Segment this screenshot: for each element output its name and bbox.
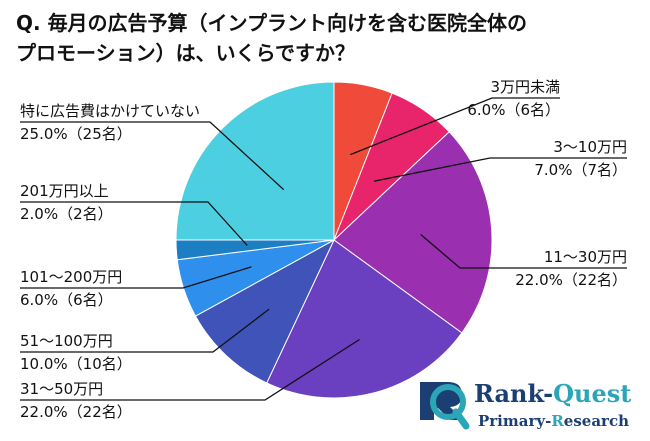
leader-line xyxy=(20,201,248,246)
slice-value-label: 22.0%（22名） xyxy=(20,403,132,421)
slice-label: 51〜100万円 xyxy=(20,332,113,350)
leader-line xyxy=(350,97,560,156)
pie-slice xyxy=(333,131,493,334)
slice-value-label: 6.0%（6名） xyxy=(20,291,113,309)
slice-label: 201万円以上 xyxy=(20,182,109,200)
slice-label: 特に広告費はかけていない xyxy=(20,102,200,120)
logo-name: Rank-Quest xyxy=(474,379,631,408)
logo-tagline: Primary-Research xyxy=(478,412,629,430)
leader-line xyxy=(420,234,627,269)
leader-line xyxy=(373,157,627,182)
slice-label: 31〜50万円 xyxy=(20,380,103,398)
slice-label: 3万円未満 xyxy=(490,78,560,96)
leader-line xyxy=(20,308,270,353)
leader-line xyxy=(20,338,360,401)
pie-slice xyxy=(175,81,335,241)
slice-value-label: 25.0%（25名） xyxy=(20,125,132,143)
slice-label: 11〜30万円 xyxy=(544,248,627,266)
chart-title: Q. 毎月の広告予算（インプラント向けを含む医院全体の プロモーション）は、いく… xyxy=(16,8,616,68)
pie-slices xyxy=(175,81,493,399)
pie-labels: 3万円未満 6.0%（6名） 3〜10万円 7.0%（7名） 11〜30万円 22.0%（… xyxy=(20,78,627,421)
leader-line xyxy=(20,266,252,289)
slice-label: 3〜10万円 xyxy=(553,138,627,156)
rank-quest-logo: Rank-Quest Primary-Research xyxy=(420,379,631,430)
slice-value-label: 22.0%（22名） xyxy=(515,271,627,289)
slice-label: 101〜200万円 xyxy=(20,268,122,286)
pie-slice xyxy=(194,238,336,384)
leader-line xyxy=(20,121,285,191)
slice-value-label: 10.0%（10名） xyxy=(20,355,132,373)
slice-value-label: 7.0%（7名） xyxy=(534,161,627,179)
title-line-2: プロモーション）は、いくらですか？ xyxy=(16,41,355,65)
logo-mark-icon xyxy=(420,382,470,430)
slice-value-label: 6.0%（6名） xyxy=(467,101,560,119)
title-line-1: Q. 毎月の広告予算（インプラント向けを含む医院全体の xyxy=(16,11,527,35)
slice-value-label: 2.0%（2名） xyxy=(20,205,113,223)
